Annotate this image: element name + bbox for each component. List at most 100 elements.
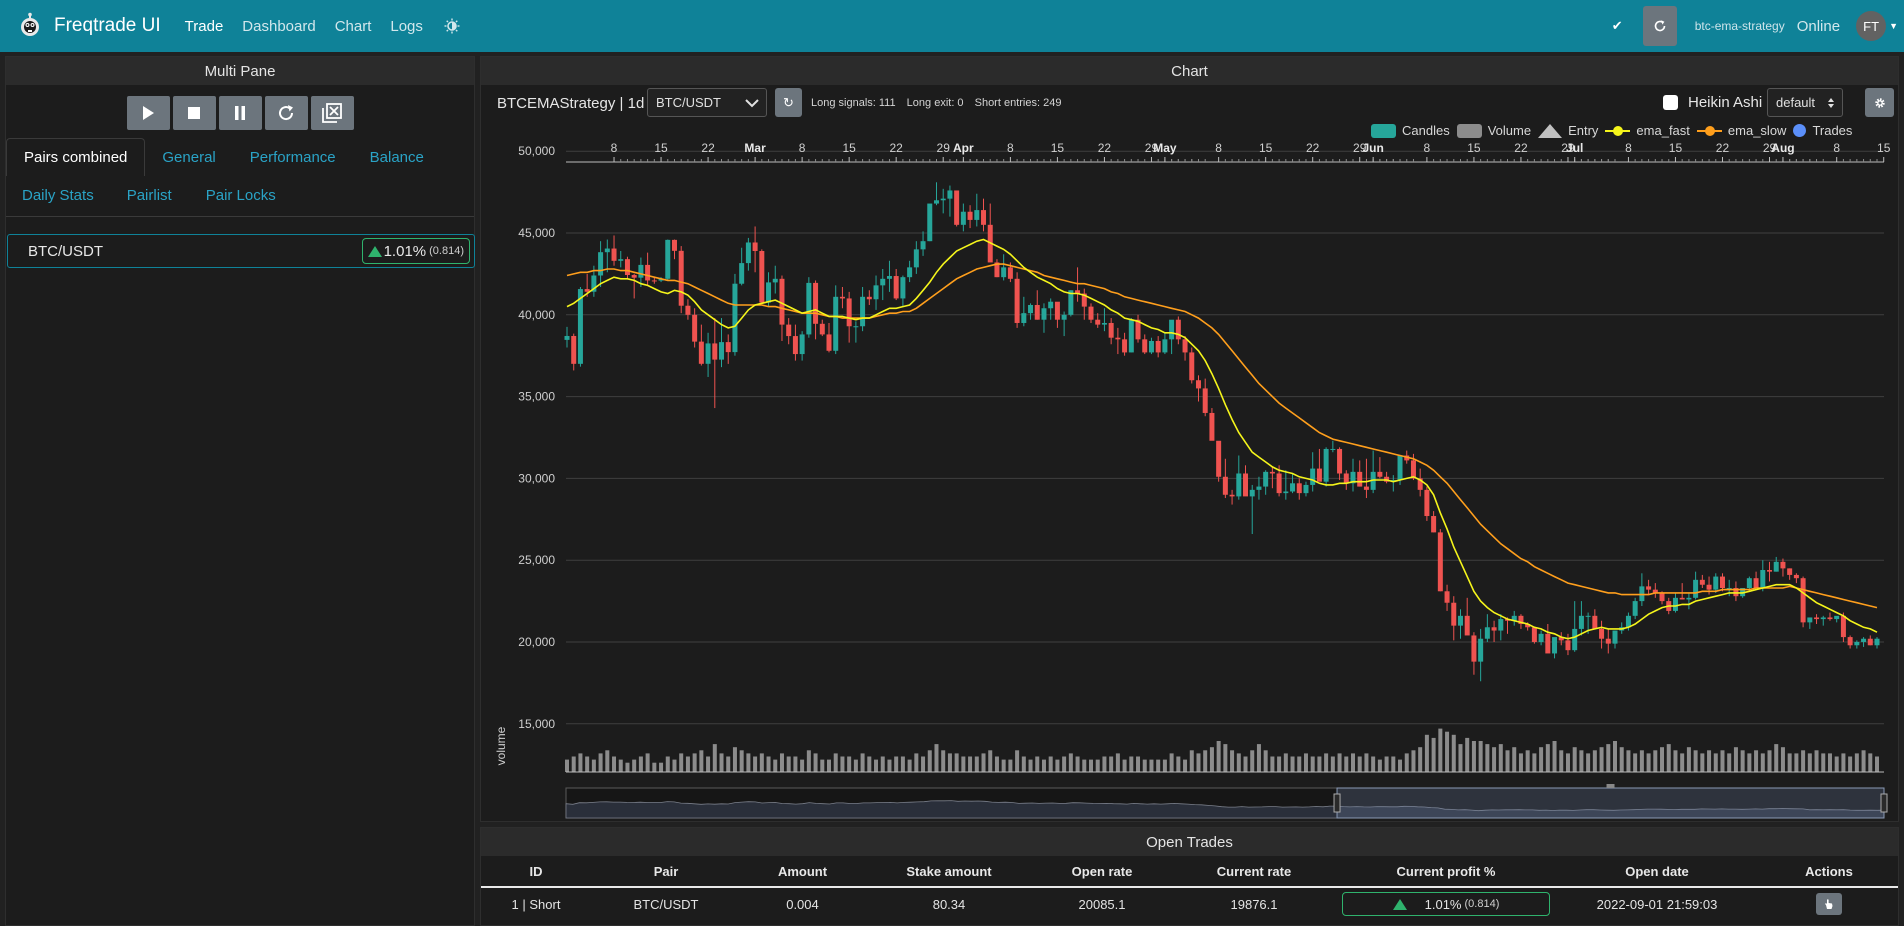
chevron-down-icon[interactable]: ▼ <box>1889 21 1898 31</box>
volume-bar <box>1055 759 1060 772</box>
volume-bar <box>1089 759 1093 772</box>
profit-badge: 1.01% (0.814) <box>361 238 470 264</box>
legend-candles[interactable]: Candles <box>1371 123 1450 138</box>
tab-daily-stats[interactable]: Daily Stats <box>22 186 94 204</box>
bot-name: btc-ema-strategy <box>1694 19 1785 33</box>
volume-bar <box>652 762 657 772</box>
start-trading-button[interactable] <box>126 96 170 130</box>
candlestick-chart[interactable]: 50,000 45,000 40,000 35,000 30,000 25,000 20,0… <box>481 57 1900 823</box>
table-row[interactable]: 1 | Short BTC/USDT 0.004 80.34 20085.1 1… <box>481 887 1898 920</box>
legend-trades[interactable]: Trades <box>1793 123 1852 138</box>
cell-open-date: 2022-09-01 21:59:03 <box>1596 896 1718 912</box>
tab-pair-locks[interactable]: Pair Locks <box>205 186 276 204</box>
candle-body <box>1135 319 1141 340</box>
col-current-rate[interactable]: Current rate <box>1170 856 1338 888</box>
tab-pairlist[interactable]: Pairlist <box>126 186 172 204</box>
candle-body <box>960 211 966 225</box>
avatar[interactable]: FT <box>1856 11 1887 41</box>
col-open-date[interactable]: Open date <box>1554 856 1760 888</box>
tab-performance[interactable]: Performance <box>249 148 336 166</box>
col-open-rate[interactable]: Open rate <box>1034 856 1170 888</box>
stop-trading-button[interactable] <box>172 96 216 130</box>
force-exit-all-button[interactable] <box>310 96 354 130</box>
volume-bar <box>1794 753 1799 772</box>
volume-bar <box>1740 750 1745 772</box>
list-item[interactable]: BTC/USDT 1.01% (0.814) <box>7 234 475 268</box>
col-id[interactable]: ID <box>481 856 591 888</box>
legend-line <box>1605 125 1631 137</box>
volume-bar <box>927 750 932 772</box>
col-pair[interactable]: Pair <box>591 856 741 888</box>
col-stake[interactable]: Stake amount <box>864 856 1034 888</box>
volume-bar <box>1122 759 1127 772</box>
candle-body <box>1753 578 1759 589</box>
volume-bar <box>1807 753 1812 772</box>
candle-body <box>1404 455 1410 461</box>
candle-body <box>1457 615 1463 626</box>
candle-body <box>819 323 825 335</box>
volume-bar <box>874 759 879 772</box>
gear-icon <box>1874 97 1885 108</box>
legend-ema-fast[interactable]: ema_fast <box>1605 123 1690 138</box>
pair-select[interactable]: BTC/USDT <box>647 88 767 117</box>
check-icon: ✔ <box>1611 18 1623 33</box>
plot-config-button[interactable] <box>1865 88 1894 117</box>
candle-body <box>907 267 913 278</box>
candle-body <box>981 210 987 225</box>
volume-bar <box>659 762 664 772</box>
nav-logs[interactable]: Logs <box>390 17 423 35</box>
candle-body <box>584 289 590 292</box>
plot-config-select[interactable]: default <box>1767 88 1843 117</box>
trade-actions-button[interactable] <box>1816 893 1842 915</box>
legend-entry[interactable]: Entry <box>1538 123 1598 138</box>
open-trades-table: ID Pair Amount Stake amount Open rate Cu… <box>481 856 1898 920</box>
volume-bar <box>1760 753 1765 772</box>
nav-chart[interactable]: Chart <box>334 17 372 35</box>
nav-dashboard[interactable]: Dashboard <box>242 17 316 35</box>
legend-volume[interactable]: Volume <box>1456 123 1531 138</box>
tab-balance[interactable]: Balance <box>369 148 424 166</box>
pause-trading-button[interactable] <box>218 96 262 130</box>
signal-counts: Long signals: 111 Long exit: 0 Short ent… <box>811 97 1069 109</box>
brand[interactable]: Freqtrade UI <box>16 12 161 40</box>
candle-body <box>1713 576 1719 590</box>
reload-config-button[interactable] <box>264 96 308 130</box>
volume-bar <box>1707 750 1712 772</box>
nav-trade[interactable]: Trade <box>184 17 224 35</box>
heikin-ashi-checkbox[interactable] <box>1663 95 1678 110</box>
multi-pane-tabs: Pairs combined General Performance Balan… <box>6 138 474 217</box>
volume-bar <box>759 753 764 772</box>
volume-bar <box>1028 759 1033 772</box>
candle-body <box>1807 617 1813 623</box>
volume-bar <box>1478 741 1483 772</box>
candle-body <box>725 342 731 353</box>
pair-select-value: BTC/USDT <box>656 95 721 110</box>
col-amount[interactable]: Amount <box>741 856 864 888</box>
legend-label: Trades <box>1812 123 1853 138</box>
candle-body <box>1471 635 1477 662</box>
candle-body <box>1155 340 1161 353</box>
legend-ema-slow[interactable]: ema_slow <box>1696 123 1786 138</box>
volume-bar <box>1592 750 1597 772</box>
tab-general[interactable]: General <box>162 148 216 166</box>
tab-pairs-combined[interactable]: Pairs combined <box>6 138 146 176</box>
col-profit[interactable]: Current profit % <box>1338 856 1554 888</box>
volume-bar <box>1875 756 1879 772</box>
heikin-ashi-toggle[interactable]: Heikin Ashi <box>1663 94 1762 111</box>
candle-body <box>772 278 778 283</box>
candle-body <box>1693 579 1699 598</box>
refresh-button[interactable] <box>1642 6 1677 46</box>
volume-bar <box>1371 756 1376 772</box>
candle-body <box>920 241 926 250</box>
x-tick-label: 22 <box>1098 141 1112 155</box>
candle-body <box>1323 448 1329 482</box>
volume-bar <box>571 756 576 772</box>
theme-toggle-icon[interactable] <box>444 18 460 34</box>
volume-bar <box>1841 753 1846 772</box>
refresh-chart-button[interactable]: ↻ <box>775 88 802 117</box>
top-navbar: Freqtrade UI Trade Dashboard Chart Logs … <box>0 0 1904 52</box>
volume-bar <box>1525 750 1530 772</box>
legend-swatch <box>1456 123 1482 138</box>
ema-fast-line <box>566 238 1878 640</box>
volume-bar <box>1666 744 1671 772</box>
